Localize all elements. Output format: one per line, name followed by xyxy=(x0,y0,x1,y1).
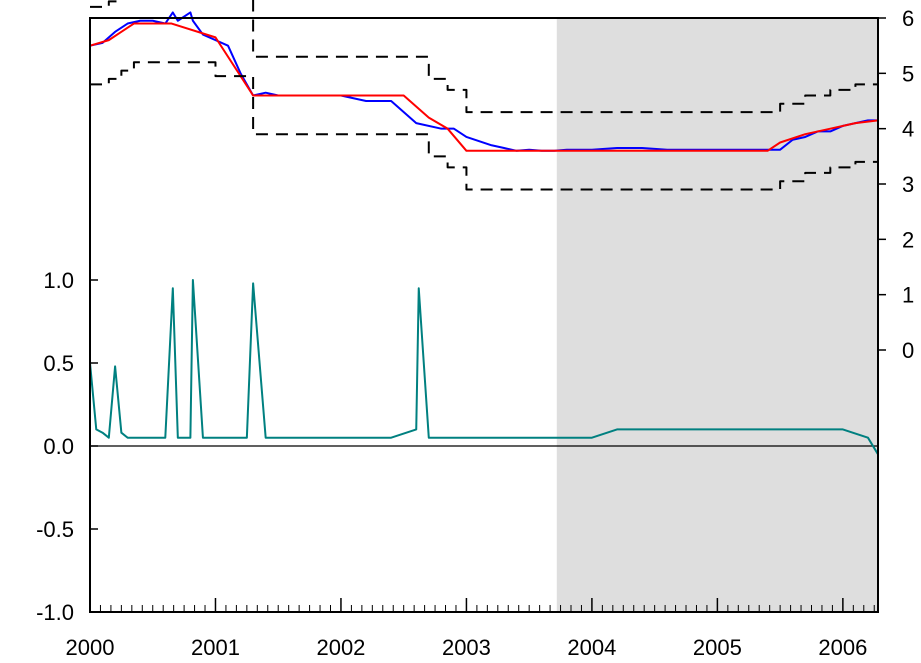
right-tick-label-4: 4 xyxy=(902,117,914,142)
series-line-0 xyxy=(89,11,878,152)
series-layer xyxy=(89,0,879,455)
x-tick-label-2002: 2002 xyxy=(316,635,365,660)
shaded-region-layer xyxy=(556,18,878,612)
right-tick-label-1: 1 xyxy=(902,283,914,308)
left-tick-label-0.0: 0.0 xyxy=(43,434,74,459)
x-tick-label-2004: 2004 xyxy=(567,635,616,660)
series-line-4 xyxy=(89,279,879,455)
left-tick-label-0.5: 0.5 xyxy=(43,351,74,376)
plot-frame xyxy=(89,17,879,613)
left-tick-label-1.0: 1.0 xyxy=(43,268,74,293)
left-tick-label--1.0: -1.0 xyxy=(36,600,74,625)
x-tick-label-2000: 2000 xyxy=(66,635,115,660)
x-tick-label-2005: 2005 xyxy=(693,635,742,660)
x-tick-label-2006: 2006 xyxy=(818,635,867,660)
right-tick-label-6: 6 xyxy=(902,6,914,31)
series-line-3 xyxy=(90,61,879,191)
shaded-region xyxy=(556,18,878,612)
left-tick-label--0.5: -0.5 xyxy=(36,517,74,542)
right-tick-label-5: 5 xyxy=(902,61,914,86)
right-tick-label-0: 0 xyxy=(902,338,914,363)
x-tick-label-2001: 2001 xyxy=(191,635,240,660)
series-line-1 xyxy=(89,22,879,152)
right-tick-label-2: 2 xyxy=(902,227,914,252)
tick-labels-layer: 2000 2001 2002 2003 2004 2005 2006 0 1 2 3 4 5 6 -1.0 -… xyxy=(36,6,914,660)
x-tick-label-2003: 2003 xyxy=(442,635,491,660)
right-tick-label-3: 3 xyxy=(902,172,914,197)
ticks-layer xyxy=(89,17,886,613)
